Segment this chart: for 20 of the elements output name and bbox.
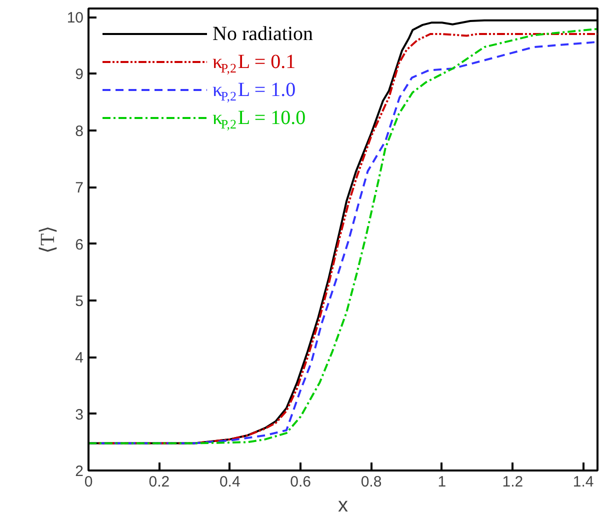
x-tick-label: 0.6 <box>290 474 312 490</box>
y-tick-label: 2 <box>75 463 84 480</box>
x-tick-label: 0.4 <box>219 474 240 490</box>
x-tick-label: 0.8 <box>360 474 382 490</box>
text: No radiation <box>212 23 314 45</box>
y-tick-label: 3 <box>75 406 84 424</box>
x-tick-label: 0.2 <box>148 474 170 490</box>
x-tick-label: 1 <box>438 474 446 490</box>
y-tick-label: 6 <box>75 236 84 254</box>
y-tick-label: 8 <box>75 122 84 140</box>
x-tick-label: 0 <box>84 474 93 490</box>
x-tick-label: 1.2 <box>502 474 524 490</box>
y-tick-label: 9 <box>75 66 84 84</box>
y-tick-label: 4 <box>75 350 84 367</box>
y-tick-label: 10 <box>66 10 84 27</box>
x-axis-title: x <box>338 494 348 516</box>
x-tick-label: 1.4 <box>572 474 594 490</box>
y-tick-label: 5 <box>75 292 84 310</box>
y-axis-title: ⟨T⟩ <box>36 225 59 254</box>
y-tick-label: 7 <box>75 180 84 197</box>
